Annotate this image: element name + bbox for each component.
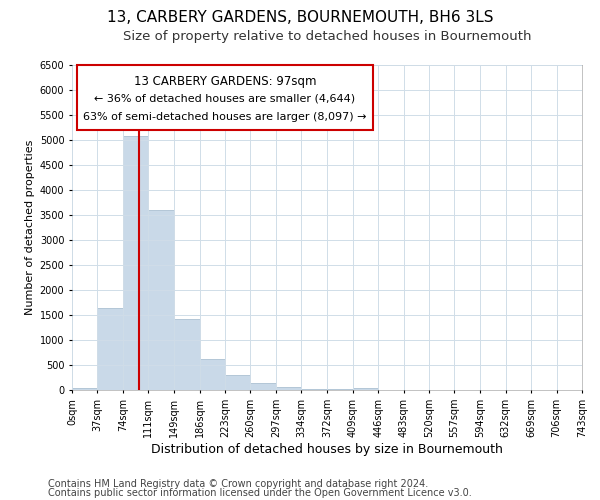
Bar: [123, 136, 148, 390]
Bar: [328, 389, 353, 390]
Bar: [72, 388, 97, 390]
Bar: [174, 318, 200, 390]
FancyBboxPatch shape: [77, 65, 373, 130]
Text: 63% of semi-detached houses are larger (8,097) →: 63% of semi-detached houses are larger (…: [83, 112, 367, 122]
Bar: [148, 210, 174, 390]
X-axis label: Distribution of detached houses by size in Bournemouth: Distribution of detached houses by size …: [151, 442, 503, 456]
Text: ← 36% of detached houses are smaller (4,644): ← 36% of detached houses are smaller (4,…: [94, 94, 356, 104]
Bar: [276, 386, 301, 390]
Text: Contains HM Land Registry data © Crown copyright and database right 2024.: Contains HM Land Registry data © Crown c…: [48, 479, 428, 489]
Text: Contains public sector information licensed under the Open Government Licence v3: Contains public sector information licen…: [48, 488, 472, 498]
Bar: [225, 375, 250, 390]
Bar: [250, 382, 276, 390]
Text: 13, CARBERY GARDENS, BOURNEMOUTH, BH6 3LS: 13, CARBERY GARDENS, BOURNEMOUTH, BH6 3L…: [107, 10, 493, 25]
Y-axis label: Number of detached properties: Number of detached properties: [25, 140, 35, 315]
Bar: [353, 388, 378, 390]
Bar: [97, 308, 123, 390]
Bar: [301, 388, 328, 390]
Bar: [200, 359, 225, 390]
Title: Size of property relative to detached houses in Bournemouth: Size of property relative to detached ho…: [123, 30, 531, 43]
Text: 13 CARBERY GARDENS: 97sqm: 13 CARBERY GARDENS: 97sqm: [134, 74, 316, 88]
